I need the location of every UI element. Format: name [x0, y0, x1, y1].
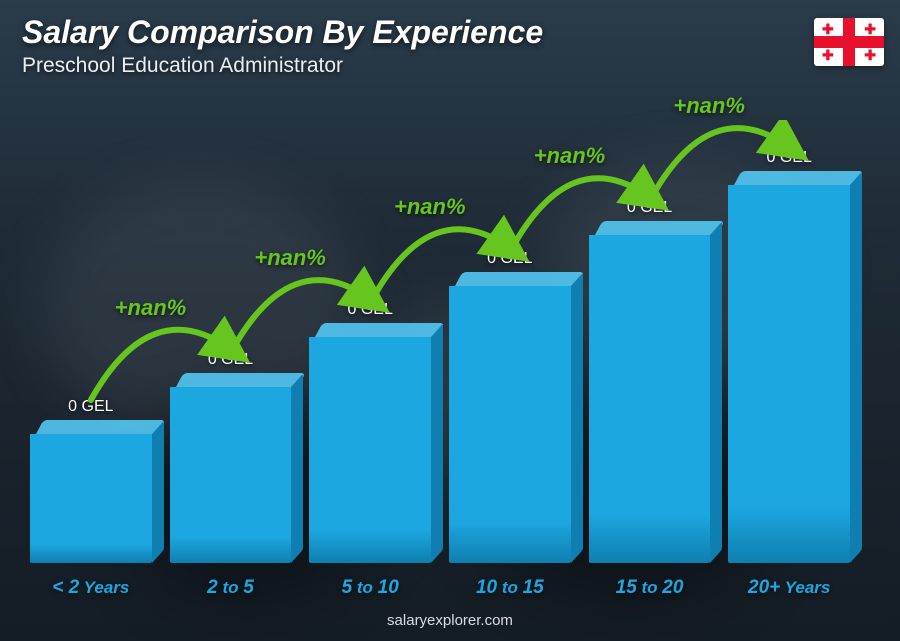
bar-top-face — [36, 420, 165, 434]
bar-body — [309, 337, 431, 563]
bar-column: 0 GEL< 2 Years — [30, 398, 152, 563]
bar-value-label: 0 GEL — [487, 250, 532, 268]
growth-percent-label: +nan% — [534, 143, 606, 169]
chart-title: Salary Comparison By Experience — [22, 14, 543, 51]
bar-top-face — [176, 373, 305, 387]
bar-top-face — [315, 323, 444, 337]
flag-bolnur-icon: ✚ — [864, 22, 876, 36]
bar-category-label: < 2 Years — [52, 577, 129, 599]
growth-percent-label: +nan% — [115, 295, 187, 321]
bar-column: 0 GEL20+ Years — [728, 149, 850, 563]
bar-side-face — [291, 374, 303, 563]
bar-column: 0 GEL15 to 20 — [589, 199, 711, 563]
footer-attribution: salaryexplorer.com — [0, 612, 900, 629]
growth-percent-label: +nan% — [254, 245, 326, 271]
bar-value-label: 0 GEL — [208, 351, 253, 369]
growth-percent-label: +nan% — [673, 93, 745, 119]
bar-value-label: 0 GEL — [627, 199, 672, 217]
flag-bolnur-icon: ✚ — [822, 22, 834, 36]
bar-column: 0 GEL10 to 15 — [449, 250, 571, 563]
country-flag-georgia: ✚ ✚ ✚ ✚ — [814, 18, 884, 66]
bars-container: 0 GEL< 2 Years0 GEL2 to 50 GEL5 to 100 G… — [30, 120, 850, 563]
bar-value-label: 0 GEL — [348, 301, 393, 319]
bar-body — [449, 286, 571, 563]
bar-column: 0 GEL2 to 5 — [170, 351, 292, 563]
bar-top-face — [595, 221, 724, 235]
bar-body — [30, 434, 152, 563]
bar-column: 0 GEL5 to 10 — [309, 301, 431, 563]
chart-stage: Salary Comparison By Experience Preschoo… — [0, 0, 900, 641]
bar-chart: 0 GEL< 2 Years0 GEL2 to 50 GEL5 to 100 G… — [30, 120, 850, 563]
bar-top-face — [455, 272, 584, 286]
bar-category-label: 10 to 15 — [476, 577, 544, 599]
bar-value-label: 0 GEL — [767, 149, 812, 167]
bar-category-label: 5 to 10 — [342, 577, 399, 599]
bar-body — [728, 185, 850, 563]
flag-bolnur-icon: ✚ — [822, 48, 834, 62]
bar-side-face — [152, 421, 164, 563]
bar-body — [170, 387, 292, 563]
bar-category-label: 15 to 20 — [616, 577, 684, 599]
bar-side-face — [710, 222, 722, 563]
bar-top-face — [734, 171, 863, 185]
bar-body — [589, 235, 711, 563]
bar-value-label: 0 GEL — [68, 398, 113, 416]
bar-side-face — [850, 172, 862, 563]
growth-percent-label: +nan% — [394, 194, 466, 220]
flag-bolnur-icon: ✚ — [864, 48, 876, 62]
chart-subtitle: Preschool Education Administrator — [22, 54, 343, 78]
bar-category-label: 2 to 5 — [207, 577, 254, 599]
bar-category-label: 20+ Years — [748, 577, 830, 599]
bar-side-face — [431, 324, 443, 563]
bar-side-face — [571, 273, 583, 563]
